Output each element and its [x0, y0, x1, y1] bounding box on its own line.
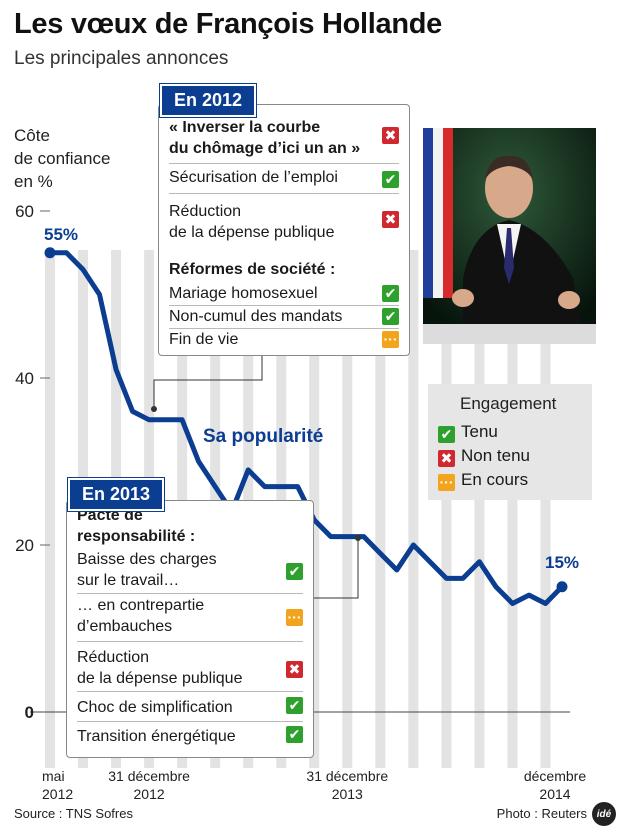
legend-label: Tenu: [461, 422, 498, 441]
commitment-label: « Inverser la courbe du chômage d’ici un…: [169, 119, 361, 157]
dots-icon: ···: [382, 331, 399, 348]
check-icon: ✔: [382, 308, 399, 325]
background-stripe: [342, 250, 353, 768]
commitment-label: … en contrepartie d’embauches: [77, 597, 205, 635]
check-icon: ✔: [438, 426, 455, 443]
x-tick-label: mai: [42, 768, 65, 784]
background-stripe: [45, 250, 55, 768]
x-tick-label: décembre: [524, 768, 586, 784]
box2013-row: Baisse des charges sur le travail… ✔: [77, 549, 303, 594]
y-tick-label: 40: [15, 369, 34, 388]
y-axis-label: Côte de confiance en %: [14, 126, 111, 191]
background-stripe: [474, 250, 485, 768]
x-tick-label: 31 décembre: [306, 768, 388, 784]
source-note: Source : TNS Sofres: [14, 806, 133, 821]
x-tick-label: 2012: [42, 786, 73, 802]
box2013-row: Transition énergétique ✔: [77, 726, 303, 750]
legend-item-tenu: ✔ Tenu: [438, 422, 498, 443]
box-2012: « Inverser la courbe du chômage d’ici un…: [158, 104, 410, 356]
hollande-photo: [423, 128, 596, 344]
commitment-label: Réduction de la dépense publique: [169, 203, 335, 241]
commitment-label: Réduction de la dépense publique: [77, 649, 243, 687]
background-stripe: [540, 250, 551, 768]
photo-credit: Photo : Reuters: [496, 806, 587, 821]
y-tick-label: 0: [25, 703, 34, 722]
box2013-row: Pacte de responsabilité :: [77, 505, 303, 549]
start-value-label: 55%: [44, 225, 78, 244]
box-2013-tag: En 2013: [68, 478, 165, 511]
legend-item-en-cours: ··· En cours: [438, 470, 528, 491]
legend-item-non-tenu: ✖ Non tenu: [438, 446, 530, 467]
cross-icon: ✖: [438, 450, 455, 467]
box-2013: Pacte de responsabilité : Baisse des char…: [66, 500, 314, 758]
legend-label: En cours: [461, 470, 529, 489]
cross-icon: ✖: [382, 127, 399, 144]
x-tick-label: 2013: [332, 786, 363, 802]
ide-logo: idé: [592, 802, 616, 826]
legend-label: Non tenu: [461, 446, 530, 465]
background-stripe: [309, 250, 320, 768]
commitment-label: Baisse des charges sur le travail…: [77, 551, 217, 589]
start-point: [44, 247, 56, 259]
cross-icon: ✖: [382, 211, 399, 228]
page-subtitle: Les principales annonces: [14, 48, 229, 69]
commitment-label: Fin de vie: [169, 331, 239, 348]
background-stripe: [408, 250, 419, 768]
commitment-label: Mariage homosexuel: [169, 285, 318, 302]
check-icon: ✔: [286, 726, 303, 743]
box2012-row: Réduction de la dépense publique ✖: [169, 201, 399, 247]
dots-icon: ···: [438, 474, 455, 491]
commitment-label: Choc de simplification: [77, 699, 233, 716]
connector-2012: [153, 356, 263, 409]
y-tick-label: 20: [15, 536, 34, 555]
end-value-label: 15%: [545, 553, 579, 572]
x-tick-label: 2014: [539, 786, 570, 802]
box2012-row: Sécurisation de l’emploi ✔: [169, 167, 399, 194]
connector-2013-dot: [355, 535, 361, 541]
box2013-row: … en contrepartie d’embauches ···: [77, 595, 303, 642]
background-stripe: [375, 250, 386, 768]
check-icon: ✔: [286, 697, 303, 714]
connector-2012-dot: [151, 406, 157, 412]
commitment-label: Non-cumul des mandats: [169, 308, 343, 325]
x-tick-label: 31 décembre: [108, 768, 190, 784]
commitment-label: Pacte de responsabilité :: [77, 507, 196, 545]
background-stripe: [441, 250, 452, 768]
connector-2013: [312, 538, 359, 599]
dots-icon: ···: [286, 609, 303, 626]
check-icon: ✔: [382, 171, 399, 188]
page-title: Les vœux de François Hollande: [14, 8, 443, 40]
x-tick-label: 2012: [134, 786, 165, 802]
series-label: Sa popularité: [203, 426, 323, 447]
legend-title: Engagement: [460, 394, 557, 413]
box2012-row: Non-cumul des mandats ✔: [169, 306, 399, 329]
commitment-label: Réformes de société :: [169, 261, 336, 278]
box-2012-tag: En 2012: [160, 84, 257, 117]
check-icon: ✔: [382, 285, 399, 302]
check-icon: ✔: [286, 563, 303, 580]
y-tick-label: 60: [15, 202, 34, 221]
box2012-row: « Inverser la courbe du chômage d’ici un…: [169, 117, 399, 164]
box2012-row: Réformes de société :: [169, 259, 399, 281]
box2012-row: Mariage homosexuel ✔: [169, 283, 399, 306]
background-stripe: [507, 250, 518, 768]
legend: Engagement ✔ Tenu ✖ Non tenu ··· En cours: [428, 384, 592, 500]
commitment-label: Transition énergétique: [77, 728, 236, 745]
cross-icon: ✖: [286, 661, 303, 678]
box2013-row: Réduction de la dépense publique ✖: [77, 647, 303, 692]
commitment-label: Sécurisation de l’emploi: [169, 169, 338, 186]
box2013-row: Choc de simplification ✔: [77, 697, 303, 722]
end-point: [556, 581, 568, 593]
box2012-row: Fin de vie ···: [169, 329, 399, 351]
